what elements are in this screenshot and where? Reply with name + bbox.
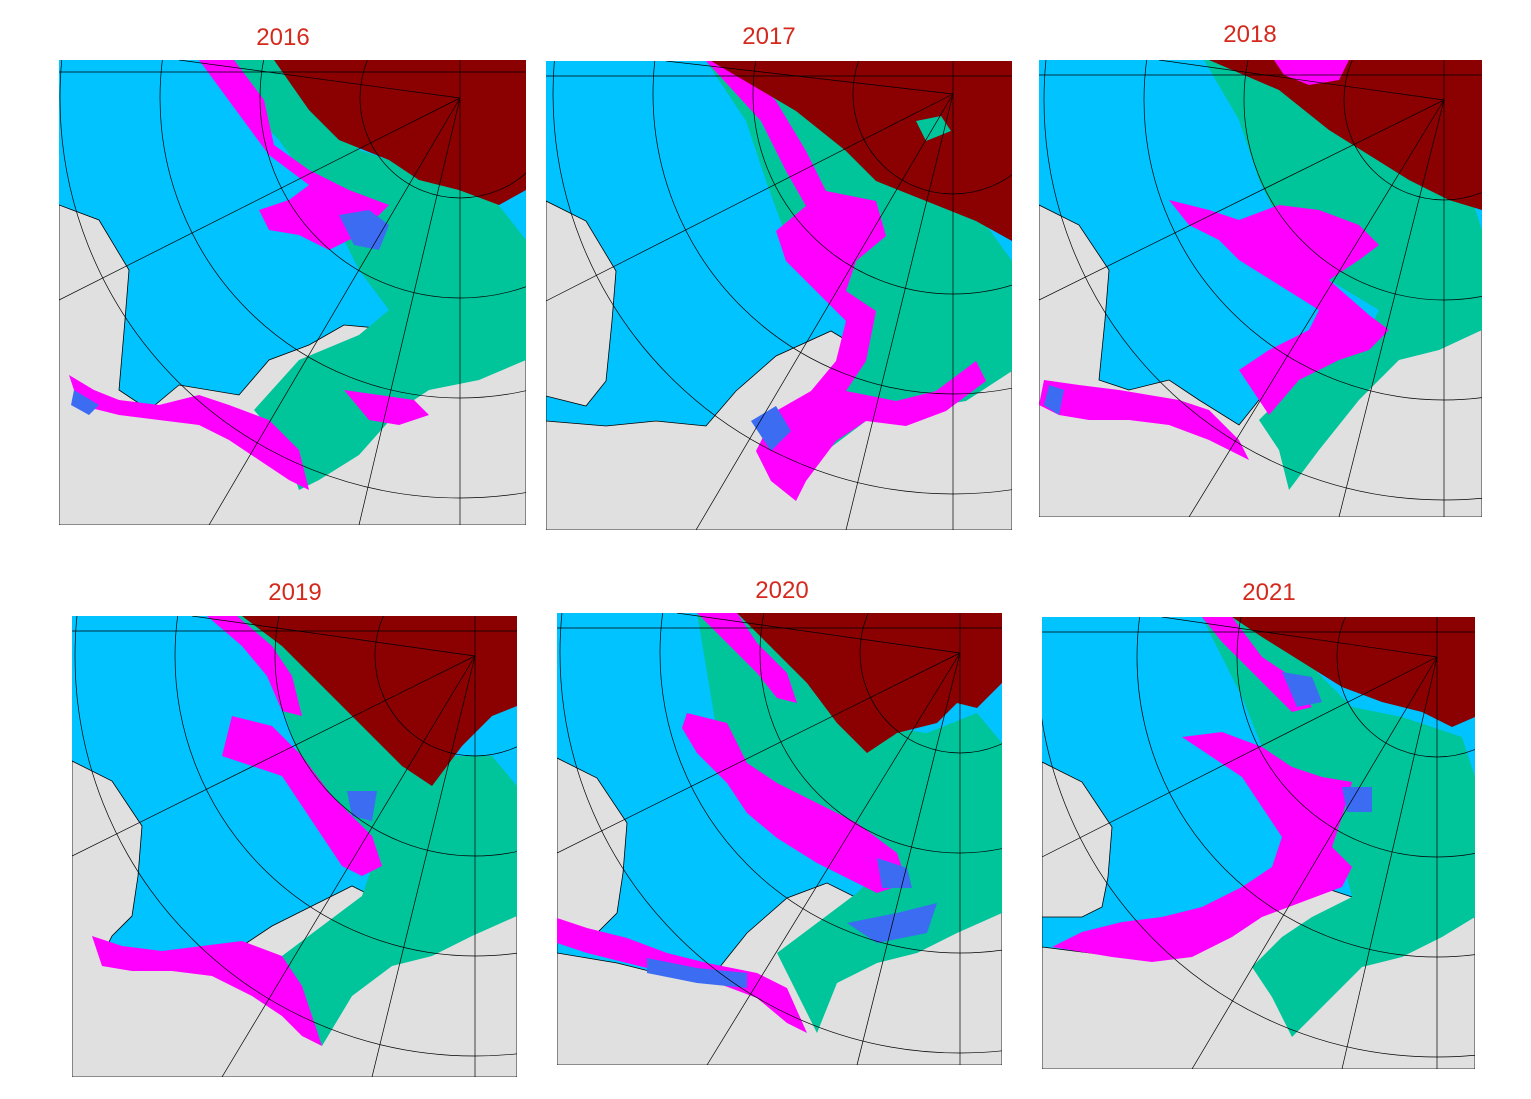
young-ice — [1282, 672, 1322, 707]
young-ice — [1342, 787, 1372, 812]
first-year-ice — [1052, 732, 1352, 962]
graticule — [546, 61, 1012, 530]
land — [59, 204, 526, 525]
panel-title-2016: 2016 — [256, 24, 310, 51]
ice-map-2016 — [59, 60, 526, 525]
young-ice — [347, 791, 377, 821]
multiyear-ice — [711, 61, 1012, 241]
graticule — [1042, 617, 1475, 1069]
first-year-ice — [222, 716, 382, 876]
graticule — [72, 616, 517, 1077]
young-ice — [1044, 385, 1064, 415]
first-year-ice — [69, 375, 309, 490]
multiyear-ice — [242, 616, 517, 786]
ice-map-2020 — [557, 613, 1002, 1065]
multiyear-ice — [737, 613, 1002, 753]
multiyear-ice — [1232, 617, 1475, 727]
panel-title-2020: 2020 — [755, 577, 809, 604]
young-ice — [647, 958, 747, 988]
ice-map-2019 — [72, 616, 517, 1077]
multiyear-ice — [1209, 60, 1482, 210]
first-year-ice — [682, 713, 907, 893]
medium-ice — [199, 60, 526, 490]
first-year-ice — [1169, 200, 1389, 415]
first-year-ice — [92, 936, 322, 1046]
ice-map-2021 — [1042, 617, 1475, 1069]
multiyear-ice — [274, 60, 526, 205]
young-ice — [847, 903, 937, 943]
panel-title-2018: 2018 — [1223, 21, 1277, 48]
graticule — [59, 60, 526, 525]
panel-title-2017: 2017 — [742, 23, 796, 50]
medium-ice — [916, 116, 951, 141]
first-year-ice — [1274, 60, 1349, 85]
young-ice — [71, 390, 99, 415]
first-year-ice — [706, 61, 986, 501]
first-year-ice — [1039, 380, 1249, 460]
panel-title-2019: 2019 — [268, 579, 322, 606]
graticule — [557, 613, 1002, 1065]
ice-map-2017 — [546, 61, 1012, 530]
panel-title-2021: 2021 — [1242, 579, 1296, 606]
first-year-ice — [697, 613, 797, 703]
first-year-ice — [1202, 617, 1312, 712]
ice-map-2018 — [1039, 60, 1482, 517]
first-year-ice — [199, 60, 389, 250]
young-ice — [751, 406, 791, 451]
medium-ice — [706, 61, 1012, 481]
graticule — [1039, 60, 1482, 517]
